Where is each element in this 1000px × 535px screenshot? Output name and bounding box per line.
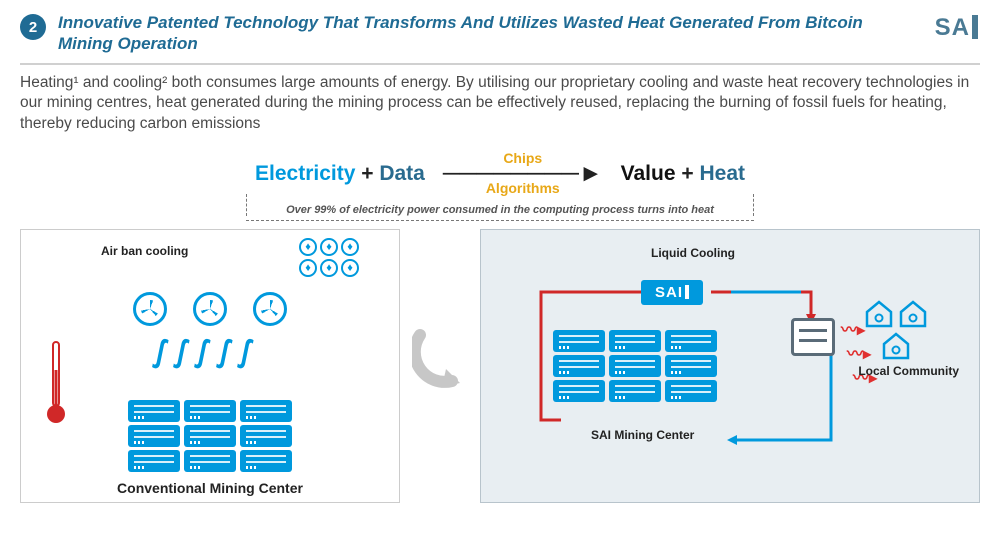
- conventional-title: Conventional Mining Center: [21, 480, 399, 496]
- liquid-cooling-label: Liquid Cooling: [651, 246, 735, 260]
- server-racks-conventional: [21, 400, 399, 472]
- sai-center-title: SAI Mining Center: [591, 428, 694, 442]
- equation-note: Over 99% of electricity power consumed i…: [210, 200, 790, 220]
- conventional-panel: Air ban cooling ♦♦♦♦♦♦ ∫∫∫∫∫ Conventiona…: [20, 229, 400, 503]
- eq-left: Electricity + Data: [255, 162, 425, 186]
- brand-logo: SA: [935, 14, 978, 42]
- server-racks-sai: [553, 330, 717, 402]
- fan-icons: [21, 292, 399, 326]
- air-cooling-label: Air ban cooling: [101, 244, 188, 258]
- page-title: Innovative Patented Technology That Tran…: [58, 12, 980, 55]
- arrow-icon: ────────►: [443, 167, 603, 181]
- community-label: Local Community: [858, 364, 959, 378]
- eq-arrow-bottom: Algorithms: [486, 181, 560, 196]
- sai-cooler-box: SAI: [641, 280, 703, 305]
- transition-arrow-icon: [412, 325, 468, 407]
- equation-row: Electricity + Data Chips ────────► Algor…: [0, 151, 1000, 221]
- sai-panel: Liquid Cooling SAI 〰▸〰▸〰▸ Local Communit…: [480, 229, 980, 503]
- divider: [20, 63, 980, 65]
- flame-icons: ♦♦♦♦♦♦: [289, 238, 369, 277]
- eq-arrow-stack: Chips ────────► Algorithms: [443, 151, 603, 196]
- section-badge: 2: [20, 14, 46, 40]
- community-houses: [858, 300, 934, 360]
- summary-text: Heating¹ and cooling² both consumes larg…: [0, 73, 1000, 136]
- heat-exchanger-icon: [791, 318, 835, 356]
- eq-right: Value + Heat: [621, 162, 745, 186]
- heat-wave-icons: ∫∫∫∫∫: [21, 338, 399, 369]
